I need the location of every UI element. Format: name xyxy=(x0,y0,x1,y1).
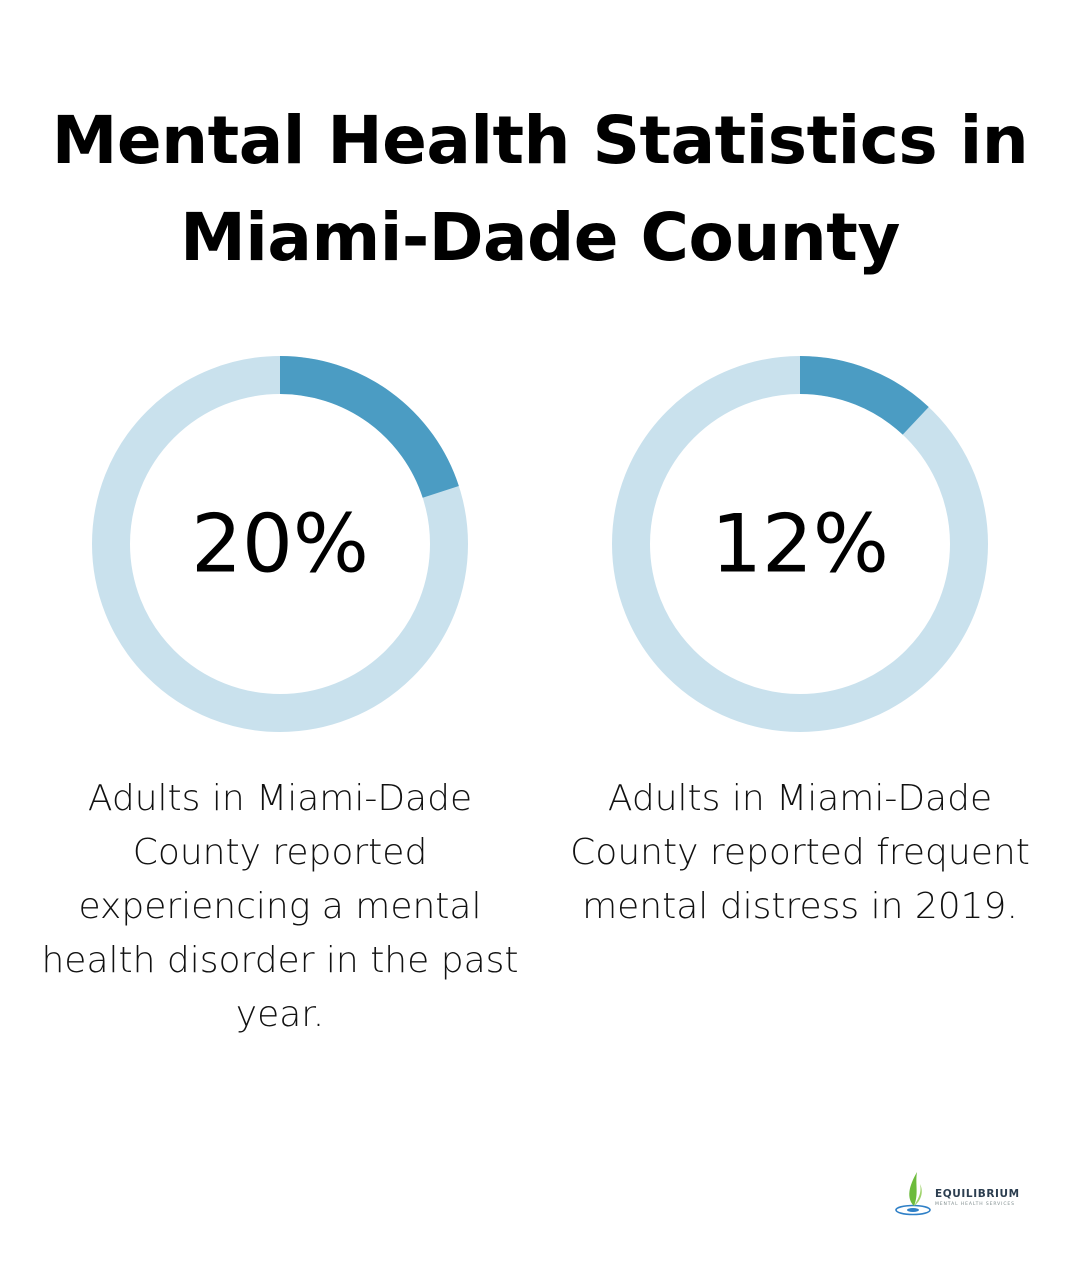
donut-percent-label: 20% xyxy=(191,498,369,591)
page-title: Mental Health Statistics in Miami-Dade C… xyxy=(51,102,1029,276)
stat-caption: Adults in Miami-Dade County reported fre… xyxy=(570,778,1030,927)
donut-chart: 12% xyxy=(612,356,988,732)
leaf-drop-icon xyxy=(895,1172,931,1216)
equilibrium-logo: EQUILIBRIUM MENTAL HEALTH SERVICES xyxy=(895,1172,1020,1216)
donut-value-arc xyxy=(92,356,468,732)
donut-value-arc xyxy=(612,356,988,732)
stat-card: 12% Adults in Miami-Dade County reported… xyxy=(550,352,1050,934)
logo-name: EQUILIBRIUM xyxy=(935,1188,1020,1200)
stat-caption: Adults in Miami-Dade County reported exp… xyxy=(41,778,519,1035)
stat-card: 20% Adults in Miami-Dade County reported… xyxy=(30,352,530,1042)
donut-percent-label: 12% xyxy=(711,498,889,591)
logo-tagline: MENTAL HEALTH SERVICES xyxy=(935,1201,1015,1207)
donut-chart: 20% xyxy=(92,356,468,732)
